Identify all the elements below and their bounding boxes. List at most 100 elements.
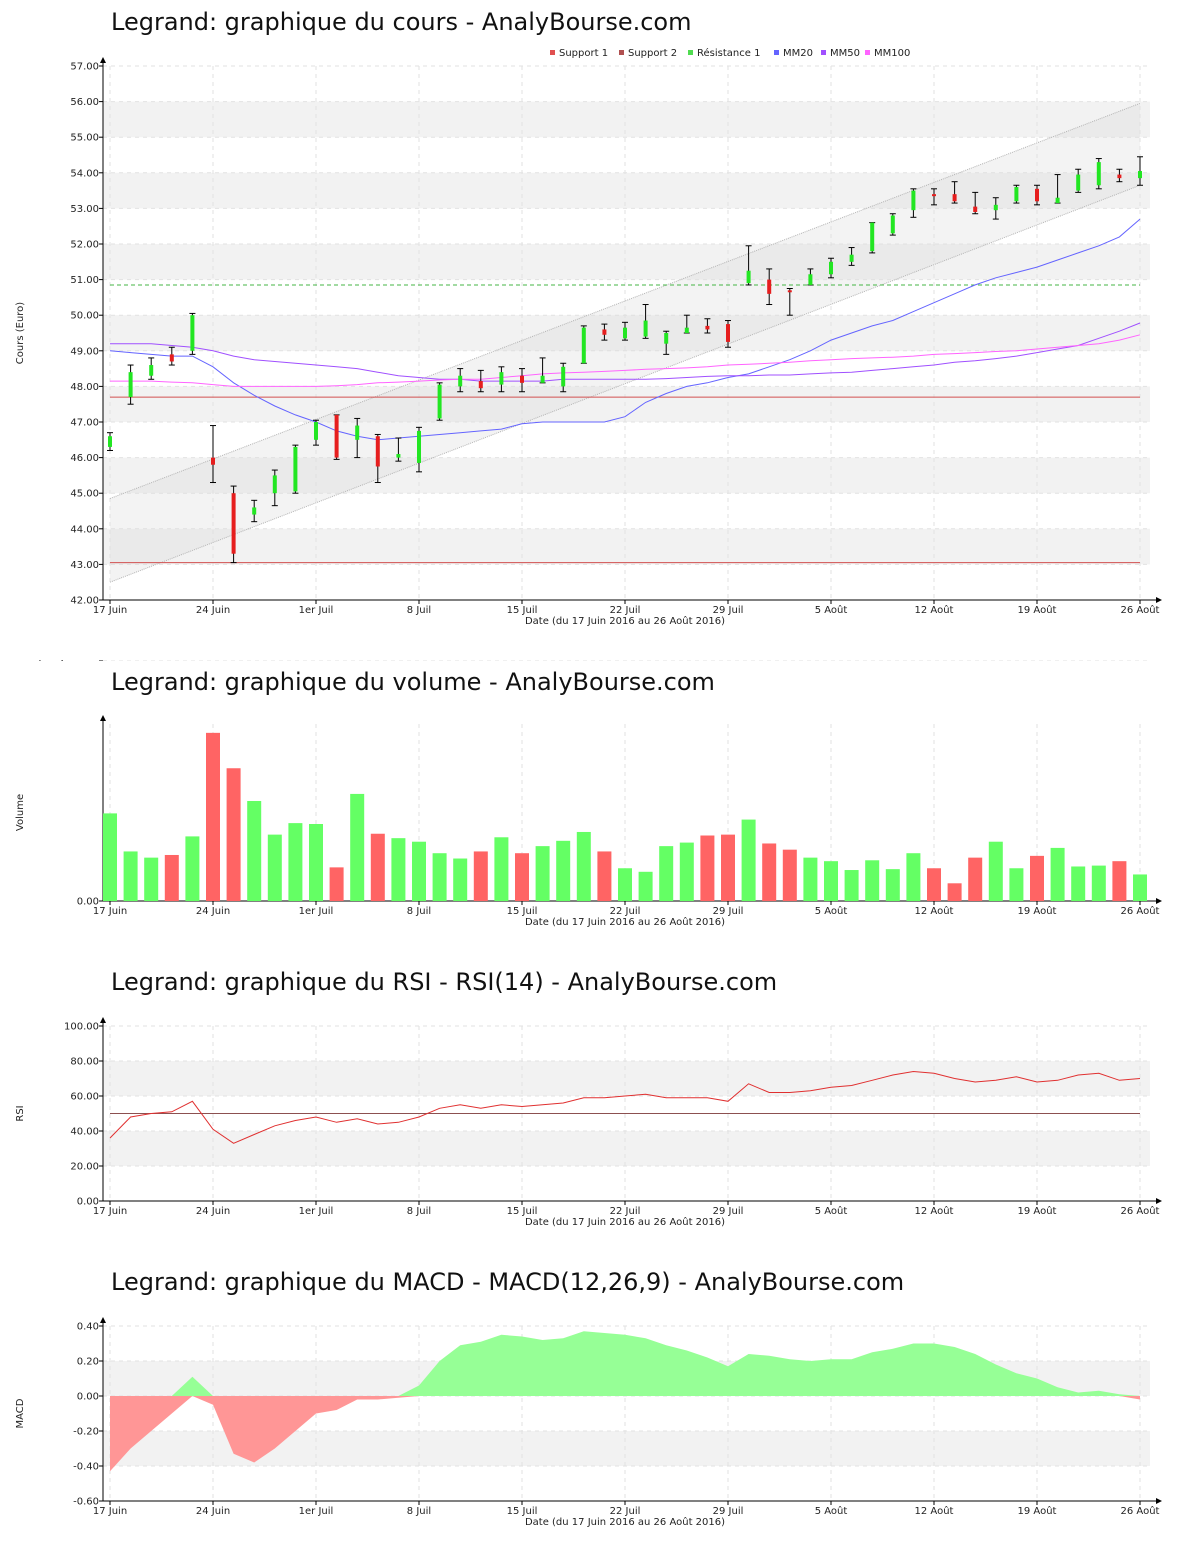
y-tick-label: 2,000,000.00 (32, 660, 99, 663)
y-tick-label: 0.00 (77, 1392, 99, 1403)
x-tick-label: 8 Juil (407, 1506, 431, 1517)
y-tick-label: 47.00 (70, 418, 99, 429)
candle-up (252, 507, 257, 515)
grid-band (103, 101, 1150, 138)
x-tick-label: 17 Juin (93, 906, 127, 917)
y-tick-label: 56.00 (70, 97, 99, 108)
volume-bar (123, 851, 138, 901)
y-tick-label: 40.00 (70, 1127, 99, 1138)
macd-chart: -0.60 -0.40 -0.20 0.00 0.20 0.40 17 Juin 24 Jui… (15, 1317, 1162, 1528)
x-axis-title: Date (du 17 Juin 2016 au 26 Août 2016) (525, 1216, 725, 1228)
y-axis-title: Cours (Euro) (15, 302, 26, 365)
volume-bar (350, 793, 365, 901)
grid-band (103, 244, 1150, 280)
volume-bar (576, 831, 591, 901)
candle-down (1035, 188, 1039, 202)
volume-bar (206, 732, 220, 901)
y-tick-label: 55.00 (70, 133, 99, 144)
candle-up (849, 254, 854, 262)
x-tick-label: 1er Juil (299, 1506, 334, 1517)
macd-panel: Legrand: graphique du MACD - MACD(12,26,… (0, 1260, 1200, 1550)
candle-down (169, 354, 174, 362)
volume-bar (968, 857, 983, 901)
legend-swatch (688, 50, 693, 55)
y-axis-title: Volume (15, 794, 26, 831)
x-tick-label: 19 Août (1018, 1205, 1057, 1217)
x-tick-label: 26 Août (1121, 604, 1160, 616)
candle-up (911, 190, 916, 211)
x-tick-label: 22 Juil (610, 605, 641, 616)
volume-bar (803, 857, 818, 901)
volume-bar (1071, 866, 1086, 901)
volume-bar (535, 846, 550, 901)
candle-down (211, 457, 215, 465)
volume-bar (1009, 868, 1024, 901)
y-tick-label: 500,000.00 (42, 660, 99, 663)
y-tick-label: 42.00 (70, 596, 99, 607)
candle-up (272, 475, 277, 494)
candle-up (870, 222, 875, 252)
grid-band (103, 528, 1150, 565)
x-tick-label: 12 Août (915, 604, 954, 616)
y-tick-label: 54.00 (70, 168, 99, 179)
candle-down (520, 375, 524, 383)
y-axis-arrow (100, 715, 106, 721)
volume-bar (947, 883, 962, 901)
y-tick-label: 45.00 (70, 489, 99, 500)
candle-down (973, 206, 978, 212)
volume-bar (391, 838, 406, 901)
y-tick-label: 43.00 (70, 560, 99, 571)
candle-down (767, 279, 772, 294)
candle-down (478, 381, 483, 389)
volume-bar (1050, 847, 1065, 901)
y-tick-label: 80.00 (70, 1057, 99, 1068)
volume-bar (144, 857, 159, 901)
volume-bar (329, 867, 344, 901)
volume-bar (824, 861, 838, 901)
candle-up (664, 333, 669, 344)
volume-bar (762, 843, 777, 901)
x-tick-label: 17 Juin (93, 1206, 127, 1217)
x-tick-label: 29 Juil (713, 906, 744, 917)
x-tick-label: 26 Août (1121, 905, 1160, 917)
x-tick-label: 17 Juin (93, 605, 127, 616)
volume-bar (988, 841, 1003, 901)
x-axis-title: Date (du 17 Juin 2016 au 26 Août 2016) (525, 916, 725, 928)
legend-swatch (821, 50, 826, 55)
volume-bar (1030, 855, 1044, 901)
candle-down (932, 194, 936, 197)
y-tick-label: 49.00 (70, 346, 99, 357)
y-tick-label: 0.00 (77, 897, 99, 908)
volume-bar (844, 870, 859, 901)
candle-up (643, 320, 648, 337)
volume-bar (247, 800, 262, 901)
volume-bar (885, 869, 900, 901)
y-tick-label: 53.00 (70, 204, 99, 215)
x-tick-label: 19 Août (1018, 905, 1057, 917)
x-axis-title: Date (du 17 Juin 2016 au 26 Août 2016) (525, 1516, 725, 1528)
candle-down (787, 290, 792, 293)
volume-bar (309, 824, 323, 901)
candle-up (437, 384, 442, 419)
x-tick-label: 24 Juin (196, 1206, 230, 1217)
y-tick-label: 50.00 (70, 311, 99, 322)
volume-chart: 0.00 500,000.001,000,000.001,500,000.002,… (15, 660, 1162, 928)
y-axis-arrow (100, 1017, 106, 1023)
y-tick-label: -0.20 (73, 1427, 99, 1438)
volume-bar (741, 819, 756, 901)
y-tick-label: 0.20 (77, 1357, 99, 1368)
x-tick-label: 29 Juil (713, 1506, 744, 1517)
volume-bar (473, 851, 488, 901)
volume-bar (1112, 861, 1127, 901)
y-tick-label: 100.00 (64, 1022, 99, 1033)
legend-label: Résistance 1 (697, 47, 760, 59)
ma-line-mm100 (110, 334, 1141, 387)
volume-bar (412, 841, 426, 901)
volume-bar (226, 768, 241, 901)
volume-bar (103, 813, 117, 901)
grid-band (103, 386, 1150, 422)
volume-bar (782, 849, 797, 901)
candle-up (396, 454, 401, 458)
rsi-panel: Legrand: graphique du RSI - RSI(14) - An… (0, 960, 1200, 1250)
candle-up (314, 422, 318, 440)
